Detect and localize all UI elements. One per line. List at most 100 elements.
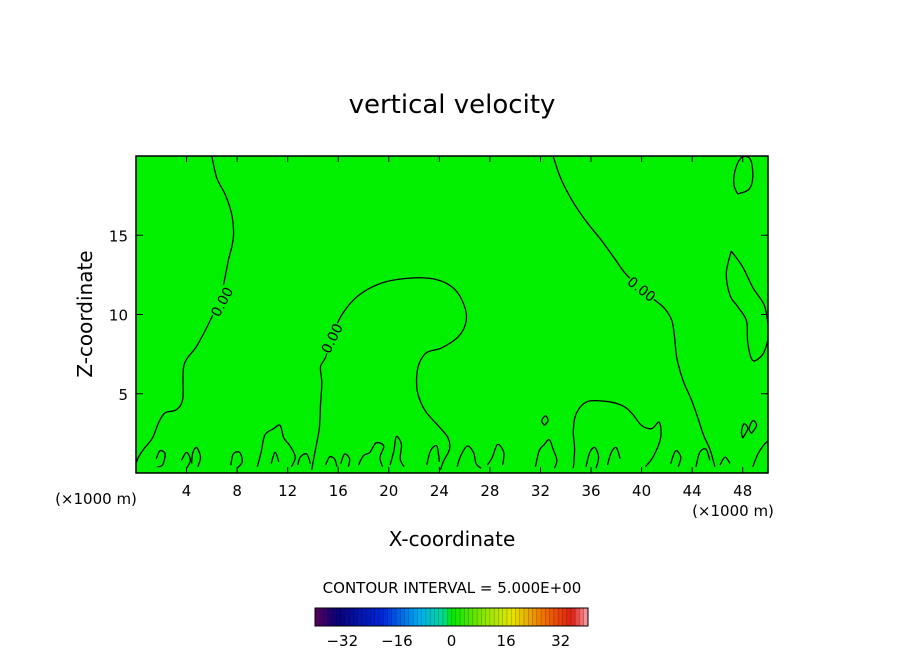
y-axis-label: Z-coordinate: [73, 250, 97, 377]
contour-line: [719, 456, 731, 466]
colorbar-tick-labels: −32 −16 0 16 32: [326, 632, 570, 650]
colorbar-cell: [549, 608, 555, 626]
plot-area: 0.000.000.00 4 8 12 16 20 24 28 32 36 40 44 48 5101…: [109, 155, 769, 500]
contour-line: [297, 453, 312, 466]
contour-line: [740, 423, 749, 439]
colorbar-cell: [558, 608, 563, 626]
contour-line: [190, 446, 202, 467]
colorbar-cell: [570, 608, 576, 626]
x-ticks: 4 8 12 16 20 24 28 32 36 40 44 48: [182, 156, 752, 500]
colorbar-cell: [553, 608, 559, 626]
x-tick-label: 44: [683, 482, 702, 500]
colorbar-cell: [374, 608, 380, 626]
colorbar-cell: [536, 608, 542, 626]
colorbar-cell: [417, 608, 423, 626]
colorbar-cell: [494, 608, 499, 626]
colorbar-cell: [451, 608, 457, 626]
colorbar-cell: [430, 608, 435, 626]
colorbar-cell: [481, 608, 487, 626]
contour-label-gap: [318, 320, 346, 356]
x-tick-label: 20: [379, 482, 398, 500]
colorbar-cell: [541, 608, 546, 626]
y-tick-label: 15: [109, 227, 128, 245]
contour-line: [230, 451, 243, 469]
contour-line: [541, 415, 549, 426]
colorbar-cell: [468, 608, 474, 626]
contour-line: [180, 451, 192, 469]
colorbar-cell: [528, 608, 533, 626]
y-tick-label: 10: [109, 307, 128, 325]
colorbar-cell: [506, 608, 512, 626]
x-tick-label: 24: [430, 482, 449, 500]
y-tick-label: 5: [118, 386, 128, 404]
colorbar-cell: [383, 608, 388, 626]
x-axis-label: X-coordinate: [389, 527, 516, 551]
colorbar-cell: [425, 608, 431, 626]
colorbar-cell: [519, 608, 525, 626]
x-tick-label: 16: [329, 482, 348, 500]
colorbar-cell: [366, 608, 371, 626]
colorbar-cell: [489, 608, 495, 626]
contour-line: [572, 399, 662, 469]
colorbar-cell: [477, 608, 482, 626]
x-tick-label: 48: [733, 482, 752, 500]
contour-line: [357, 441, 385, 467]
colorbar-cell: [566, 608, 572, 626]
colorbar-cell: [323, 608, 329, 626]
contour-label-gap: [208, 284, 236, 320]
colorbar-cell: [498, 608, 504, 626]
colorbar-cell: [361, 608, 367, 626]
contour-line: [552, 155, 716, 467]
colorbar-cell: [575, 608, 580, 626]
colorbar-cell: [340, 608, 346, 626]
colorbar-cell: [344, 608, 350, 626]
x-tick-label: 32: [531, 482, 550, 500]
colorbar-frame: [314, 607, 589, 627]
contour-line: [534, 438, 558, 469]
x-unit-right: (×1000 m): [692, 502, 774, 520]
contour-line: [752, 440, 769, 467]
colorbar-cell: [353, 608, 359, 626]
velocity-field: [136, 156, 768, 473]
contour-line: [135, 155, 235, 464]
colorbar-cell: [396, 608, 401, 626]
colorbar-cell: [532, 608, 538, 626]
contour-lines: [135, 155, 769, 470]
contour-line: [389, 435, 405, 468]
colorbar-cell: [583, 608, 589, 626]
x-tick-label: 12: [278, 482, 297, 500]
colorbar-cell: [472, 608, 478, 626]
contour-line: [730, 250, 769, 325]
contour-line: [585, 446, 600, 469]
colorbar-cell: [378, 608, 384, 626]
colorbar-cell: [349, 608, 354, 626]
x-tick-label: 28: [480, 482, 499, 500]
colorbar: [314, 607, 589, 627]
contour-line: [670, 450, 682, 467]
x-unit-left: (×1000 m): [55, 490, 137, 508]
colorbar-tick-label: 0: [447, 632, 457, 650]
contour-line: [606, 446, 621, 466]
colorbar-cell: [485, 608, 491, 626]
contour-line: [155, 449, 166, 468]
colorbar-cell: [438, 608, 444, 626]
colorbar-cell: [464, 608, 469, 626]
contour-line: [426, 444, 441, 466]
colorbar-cell: [327, 608, 333, 626]
colorbar-cell: [524, 608, 529, 626]
contour-line: [486, 443, 505, 466]
contour-line: [725, 250, 769, 362]
colorbar-cell: [511, 608, 516, 626]
colorbar-tick-label: −16: [381, 632, 413, 650]
colorbar-cell: [357, 608, 363, 626]
x-tick-label: 8: [232, 482, 242, 500]
colorbar-cell: [400, 608, 405, 626]
colorbar-cell: [315, 608, 320, 626]
contour-line: [456, 445, 482, 469]
contour-line: [324, 456, 338, 467]
chart-title: vertical velocity: [349, 90, 556, 120]
colorbar-cell: [515, 608, 521, 626]
contour-line: [270, 451, 280, 464]
colorbar-cell: [434, 608, 440, 626]
